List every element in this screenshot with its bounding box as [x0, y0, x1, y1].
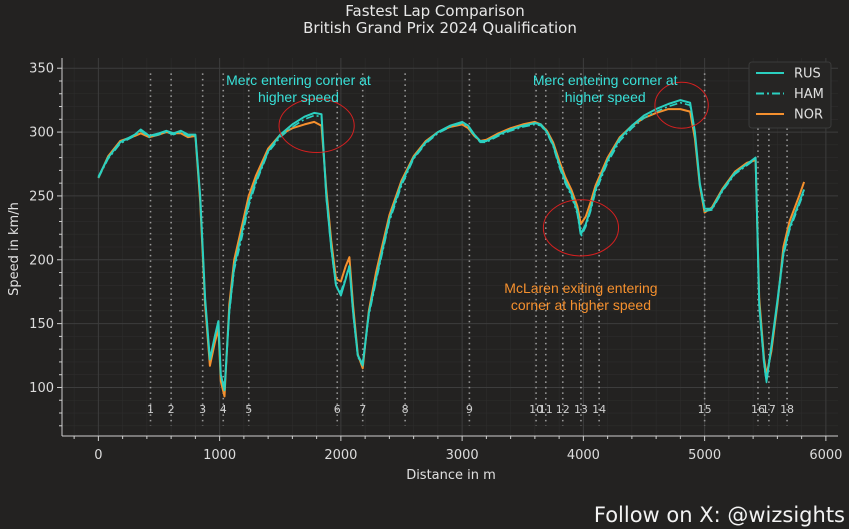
legend-label-rus: RUS — [794, 67, 821, 82]
corner-label: 1 — [147, 403, 154, 416]
x-tick-label: 5000 — [688, 448, 721, 463]
highlight-circle — [542, 199, 620, 257]
legend-box — [748, 61, 832, 129]
annotation-text: McLaren exiting entering — [504, 280, 657, 296]
legend-label-ham: HAM — [794, 87, 824, 102]
series-line-nor — [97, 108, 806, 398]
series-line-ham — [97, 101, 805, 393]
chart-subtitle: British Grand Prix 2024 Qualification — [303, 19, 577, 37]
axes: 0 1000 2000 3000 4000 5000 6000 100 150 200 250 300… — [29, 58, 842, 463]
highlight-circles — [278, 81, 709, 257]
x-tick-label: 3000 — [446, 448, 479, 463]
corner-label: 17 — [762, 403, 776, 416]
corner-label: 4 — [220, 403, 227, 416]
corner-label: 15 — [698, 403, 712, 416]
corner-label: 11 — [539, 403, 553, 416]
series-line-rus — [97, 99, 806, 391]
corner-label: 13 — [574, 403, 588, 416]
annotation-text: Merc entering corner at — [226, 72, 371, 88]
annotation-text: corner at higher speed — [511, 297, 651, 313]
corner-label: 2 — [168, 403, 175, 416]
corner-label: 3 — [199, 403, 206, 416]
corner-label: 9 — [466, 403, 473, 416]
corner-label: 18 — [780, 403, 794, 416]
x-tick-label: 0 — [94, 448, 102, 463]
y-tick-label: 100 — [29, 381, 54, 396]
footer-credit: Follow on X: @wizsights — [594, 503, 845, 527]
corner-label: 14 — [592, 403, 606, 416]
y-axis-label: Speed in km/h — [7, 202, 22, 296]
corner-label: 12 — [556, 403, 570, 416]
corner-label: 5 — [245, 403, 252, 416]
highlight-circle — [654, 81, 709, 129]
x-tick-label: 6000 — [809, 448, 842, 463]
corner-label: 16 — [751, 403, 765, 416]
x-tick-label: 1000 — [203, 448, 236, 463]
y-tick-label: 300 — [29, 126, 54, 141]
legend-label-nor: NOR — [794, 108, 823, 123]
chart-title: Fastest Lap Comparison — [345, 2, 524, 20]
x-tick-label: 2000 — [324, 448, 357, 463]
annotation-text: higher speed — [565, 89, 646, 105]
corner-label: 6 — [334, 403, 341, 416]
y-tick-label: 200 — [29, 253, 54, 268]
legend: RUS HAM NOR — [748, 61, 832, 129]
annotation-text: higher speed — [258, 89, 339, 105]
annotation-text: Merc entering corner at — [533, 72, 678, 88]
x-axis-label: Distance in m — [406, 468, 496, 483]
y-tick-label: 150 — [29, 317, 54, 332]
corner-label: 10 — [529, 403, 543, 416]
y-tick-label: 350 — [29, 62, 54, 77]
highlight-circle — [278, 98, 355, 154]
x-tick-label: 4000 — [567, 448, 600, 463]
grid-lines — [62, 58, 838, 436]
corner-label: 7 — [359, 403, 366, 416]
y-tick-label: 250 — [29, 189, 54, 204]
corner-label: 8 — [402, 403, 409, 416]
series-lines — [97, 99, 806, 398]
